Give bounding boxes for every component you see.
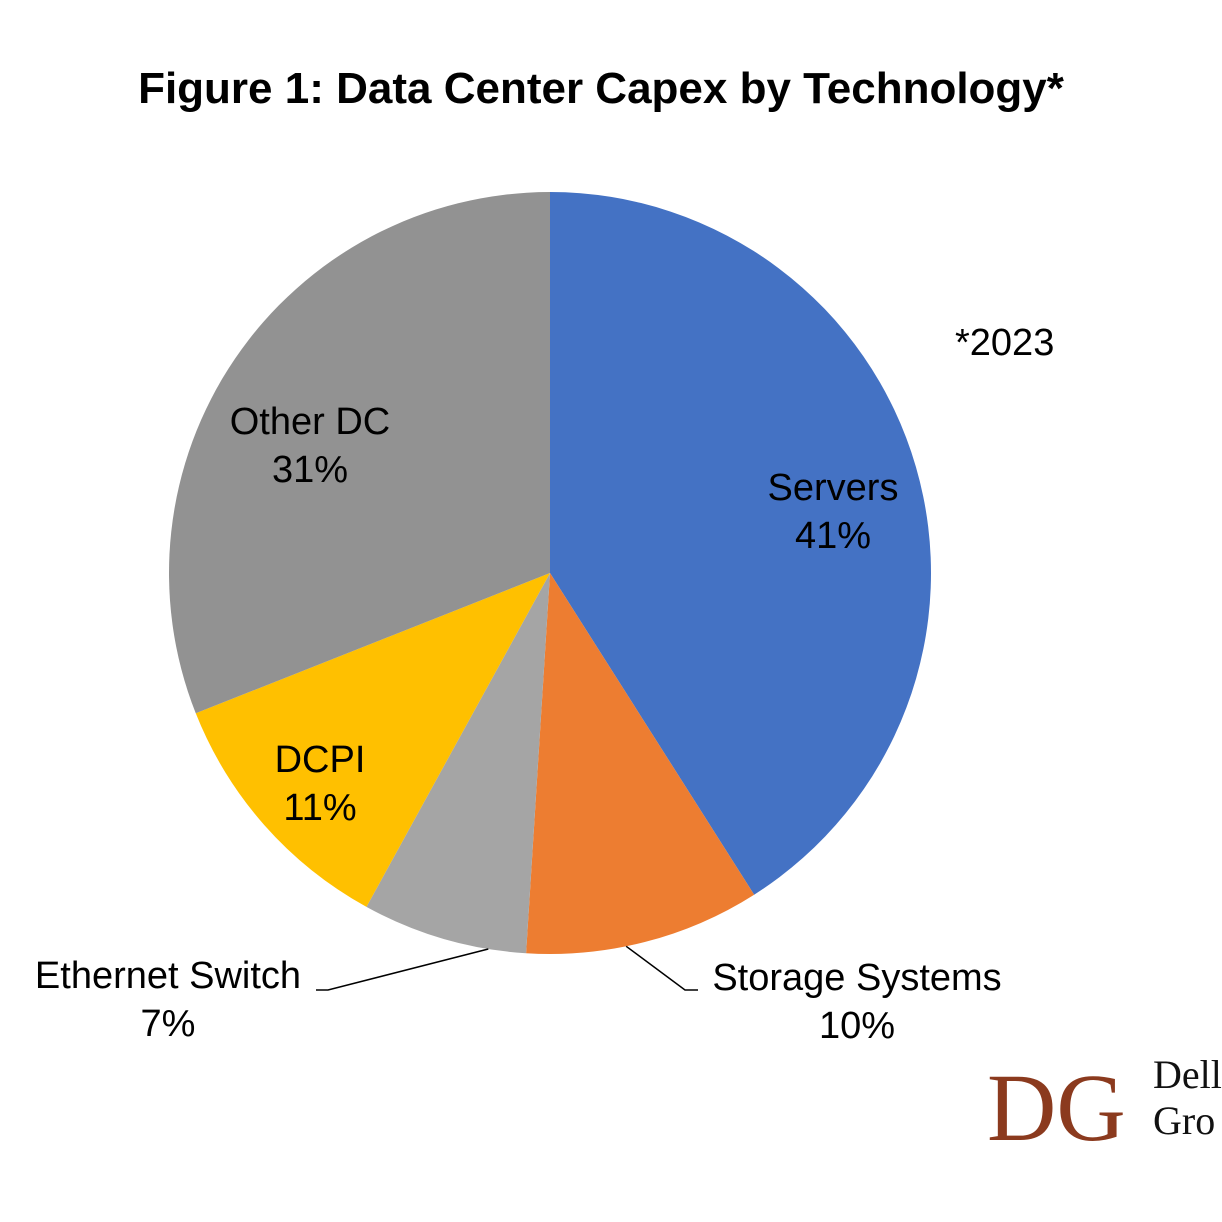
logo-monogram-text: DG <box>987 1054 1126 1152</box>
slice-value-dcpi: 11% <box>283 787 356 829</box>
logo-monogram: DG <box>987 1054 1126 1152</box>
slice-label-storage-systems: Storage Systems <box>712 957 1001 999</box>
pie-slice-dcpi <box>195 573 550 907</box>
logo-line-1: Dell <box>1153 1052 1222 1097</box>
logo-line-2: Gro <box>1153 1098 1216 1143</box>
slice-value-ethernet-switch: 7% <box>141 1003 196 1045</box>
pie-slice-ethernet-switch <box>366 573 550 954</box>
pie-slice-servers <box>550 192 932 895</box>
slice-label-servers: Servers <box>768 467 899 509</box>
pie-slice-storage-systems <box>526 573 755 955</box>
leader-line-ethernet-switch <box>316 948 489 991</box>
slice-value-other-dc: 31% <box>272 449 348 491</box>
company-logo: DG Dell Gro <box>985 1052 1222 1152</box>
slice-value-storage-systems: 10% <box>819 1005 895 1047</box>
leader-line-storage-systems <box>625 945 698 991</box>
slice-label-other-dc: Other DC <box>230 401 390 443</box>
slice-label-ethernet-switch: Ethernet Switch <box>35 955 301 997</box>
year-footnote: *2023 <box>955 322 1055 364</box>
pie-slice-other-dc <box>169 191 550 714</box>
slice-value-servers: 41% <box>795 515 871 557</box>
chart-title: Figure 1: Data Center Capex by Technolog… <box>138 64 1064 113</box>
slice-label-dcpi: DCPI <box>275 739 366 781</box>
